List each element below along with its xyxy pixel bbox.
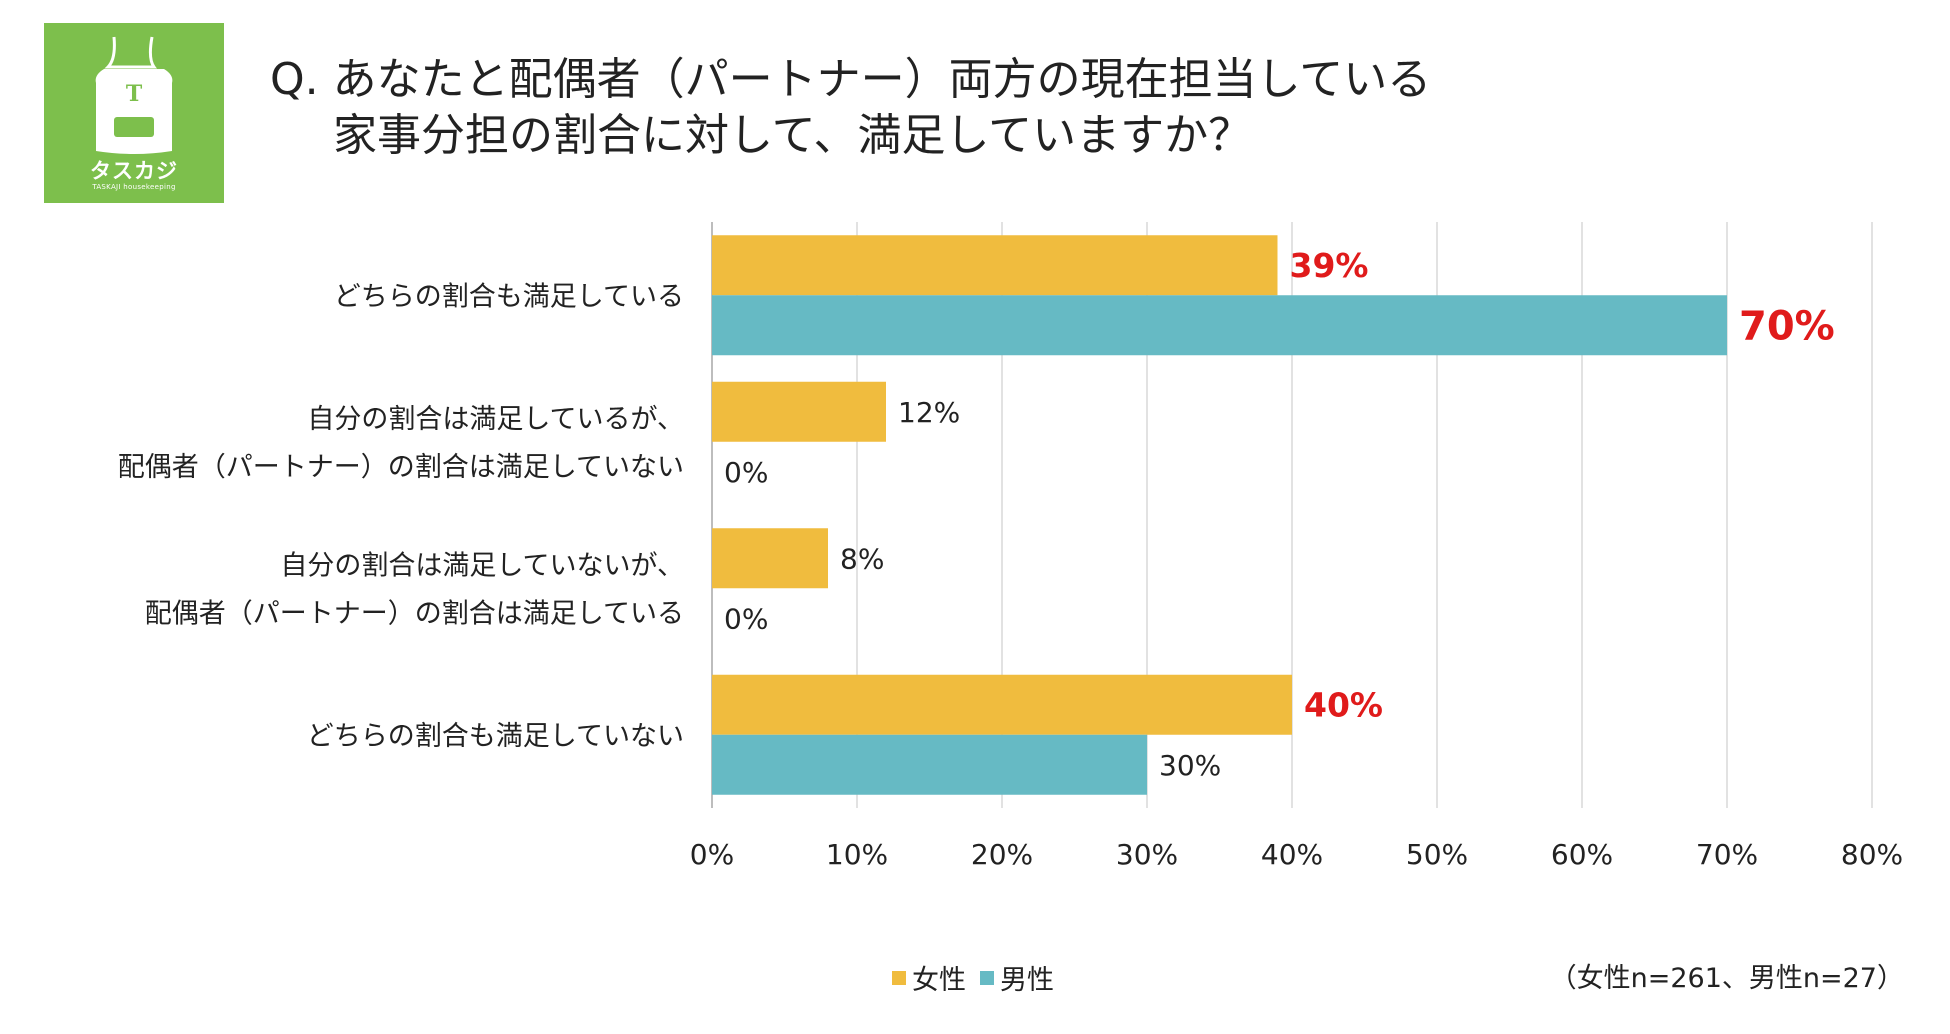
- legend: 女性 男性: [892, 958, 1054, 997]
- legend-swatch-female: [892, 970, 906, 985]
- x-tick-label: 70%: [1696, 838, 1758, 871]
- x-tick-label: 0%: [690, 838, 734, 871]
- logo-name: タスカジ: [90, 159, 178, 183]
- legend-item-male: 男性: [980, 958, 1054, 997]
- legend-label-female: 女性: [912, 965, 966, 996]
- category-label: 自分の割合は満足していないが、: [280, 550, 684, 581]
- x-tick-label: 10%: [826, 838, 888, 871]
- chart-title-line2: 家事分担の割合に対して、満足していますか？: [333, 110, 1253, 161]
- category-label: 配偶者（パートナー）の割合は満足していない: [118, 452, 684, 483]
- brand-logo: T タスカジ TASKAJI housekeeping: [44, 23, 224, 203]
- chart-title-line1: Q. あなたと配偶者（パートナー）両方の現在担当している: [270, 54, 1432, 105]
- chart-title: Q. あなたと配偶者（パートナー）両方の現在担当している 家事分担の割合に対して…: [270, 52, 1431, 164]
- bar-chart: 0% 10% 20% 30% 40% 50% 60% 70% 80% どちらの割合も満足している 3…: [118, 222, 1903, 871]
- legend-swatch-male: [980, 970, 994, 985]
- legend-item-female: 女性: [892, 958, 966, 997]
- bar: [712, 235, 1278, 296]
- data-label: 0%: [724, 602, 768, 635]
- data-label: 8%: [840, 542, 884, 575]
- category-label: 自分の割合は満足しているが、: [307, 404, 684, 435]
- category-label: どちらの割合も満足していない: [307, 721, 684, 752]
- legend-label-male: 男性: [1000, 965, 1054, 996]
- x-tick-label: 80%: [1841, 838, 1903, 871]
- bar: [712, 295, 1727, 356]
- logo-subtitle: TASKAJI housekeeping: [92, 183, 176, 191]
- category-label: どちらの割合も満足している: [334, 281, 684, 312]
- x-tick-label: 20%: [971, 838, 1033, 871]
- data-label: 70%: [1739, 304, 1835, 350]
- bar: [712, 528, 828, 589]
- x-tick-label: 40%: [1261, 838, 1323, 871]
- x-tick-label: 60%: [1551, 838, 1613, 871]
- data-label: 0%: [724, 456, 768, 489]
- data-label: 12%: [898, 396, 960, 429]
- category-label: 配偶者（パートナー）の割合は満足している: [145, 598, 684, 629]
- data-label: 30%: [1159, 749, 1221, 782]
- data-label: 39%: [1290, 246, 1369, 285]
- logo-mark: T: [125, 81, 143, 107]
- bar: [712, 381, 886, 442]
- x-tick-label: 30%: [1116, 838, 1178, 871]
- x-tick-label: 50%: [1406, 838, 1468, 871]
- sample-size-note: （女性n=261、男性n=27）: [1549, 963, 1904, 994]
- bar: [712, 674, 1292, 735]
- apron-icon: [95, 36, 173, 154]
- bar: [712, 734, 1147, 795]
- data-label: 40%: [1304, 686, 1383, 725]
